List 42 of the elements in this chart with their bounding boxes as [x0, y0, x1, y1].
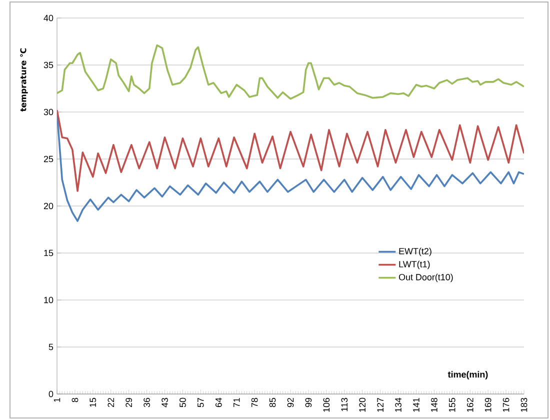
y-tick-label: 5 [48, 344, 54, 350]
x-tick-label: 127 [377, 398, 384, 412]
x-tick-label: 141 [413, 398, 420, 412]
x-tick-label: 8 [72, 398, 78, 402]
x-tick-label: 1 [54, 398, 60, 402]
x-tick-label: 183 [520, 398, 528, 412]
y-tick-label: 35 [44, 62, 54, 68]
x-tick-label: 155 [449, 398, 456, 412]
y-tick-label: 0 [48, 390, 54, 398]
x-tick-label: 106 [323, 398, 330, 412]
x-tick-label: 15 [90, 398, 96, 407]
x-tick-label: 22 [108, 398, 114, 408]
x-tick-label: 176 [502, 398, 510, 412]
y-tick-label: 25 [44, 156, 54, 162]
line-series [57, 44, 524, 100]
x-tick-label: 162 [466, 398, 474, 412]
x-tick-label: 148 [431, 398, 438, 412]
y-tick-label: 20 [44, 202, 54, 210]
x-axis-title: time(min) [448, 371, 488, 380]
x-tick-label: 134 [395, 398, 402, 412]
y-tick-label: 40 [44, 14, 54, 22]
legend-label: LWT(t1) [399, 260, 430, 270]
line-series [57, 109, 524, 192]
y-tick-label: 10 [44, 296, 54, 304]
legend-label: EWT(t2) [399, 248, 432, 256]
x-tick-label: 29 [126, 398, 132, 408]
x-tick-label: 169 [484, 398, 492, 412]
x-tick-label: 78 [251, 398, 258, 408]
x-tick-label: 36 [144, 398, 150, 408]
x-tick-label: 92 [287, 398, 294, 408]
x-tick-label: 43 [162, 398, 168, 408]
y-tick-label: 15 [44, 250, 54, 256]
x-tick-label: 50 [180, 398, 186, 408]
x-tick-label: 71 [234, 398, 240, 408]
x-tick-label: 99 [305, 398, 312, 408]
y-tick-label: 30 [44, 108, 54, 116]
x-tick-label: 64 [215, 398, 222, 408]
legend-label: Out Door(t10) [398, 274, 453, 282]
x-tick-label: 120 [359, 398, 366, 412]
x-tick-label: 85 [269, 398, 276, 408]
x-tick-label: 57 [198, 398, 204, 408]
x-tick-label: 113 [341, 398, 348, 412]
